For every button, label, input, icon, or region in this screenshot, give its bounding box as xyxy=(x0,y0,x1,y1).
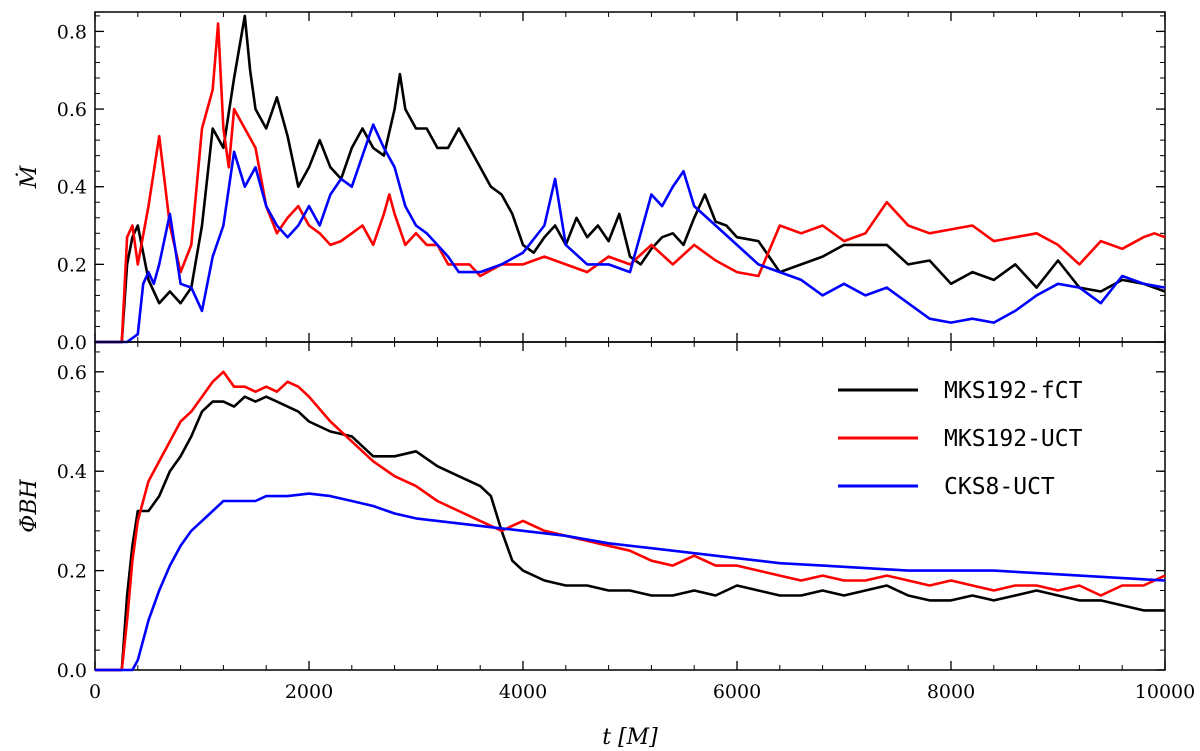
series-line xyxy=(95,22,1166,344)
legend-item: MKS192-fCT xyxy=(838,378,1083,404)
legend-label: MKS192-UCT xyxy=(944,426,1083,452)
x-tick-label: 6000 xyxy=(713,681,761,703)
y-tick-label: 0.0 xyxy=(57,660,87,682)
series-line xyxy=(95,123,1166,344)
panel-mdot-series xyxy=(95,14,1166,344)
legend-item: CKS8-UCT xyxy=(838,474,1055,500)
series-line xyxy=(95,14,1166,344)
mdot-axis-label: Ṁ xyxy=(15,165,42,189)
time-axis-label: t [M] xyxy=(602,725,658,750)
panel-mdot: 0.0 0.2 0.4 0.6 0.8 Ṁ xyxy=(15,11,1166,354)
x-tick-label: 8000 xyxy=(927,681,975,703)
series-line xyxy=(95,370,1166,672)
legend-label: MKS192-fCT xyxy=(944,378,1083,404)
flux-axis-label: ΦBH xyxy=(17,478,42,532)
y-tick-label: 0.8 xyxy=(57,21,87,43)
x-tick-label: 4000 xyxy=(499,681,547,703)
series-line xyxy=(95,395,1165,672)
panel-flux-frame xyxy=(94,341,1166,671)
x-tick-label: 10000 xyxy=(1135,681,1195,703)
y-tick-label: 0.6 xyxy=(57,99,87,121)
panel-flux-series xyxy=(95,370,1166,672)
panel-flux-ticks: 0 2000 4000 6000 8000 10000 0.0 0.2 0.4 0.6 xyxy=(57,342,1195,703)
x-tick-label: 2000 xyxy=(285,681,333,703)
panel-flux: 0 2000 4000 6000 8000 10000 0.0 0.2 0.4 0.6 ΦBH t… xyxy=(17,341,1195,750)
legend: MKS192-fCT MKS192-UCT CKS8-UCT xyxy=(838,378,1083,500)
legend-item: MKS192-UCT xyxy=(838,426,1083,452)
x-tick-label: 0 xyxy=(89,681,101,703)
panel-mdot-ticks: 0.0 0.2 0.4 0.6 0.8 xyxy=(57,12,1166,354)
y-tick-label: 0.0 xyxy=(57,332,87,354)
y-tick-label: 0.2 xyxy=(57,561,87,583)
panel-mdot-frame xyxy=(94,11,1166,343)
y-tick-label: 0.6 xyxy=(57,362,87,384)
y-tick-label: 0.4 xyxy=(57,461,87,483)
y-tick-label: 0.4 xyxy=(57,177,87,199)
legend-label: CKS8-UCT xyxy=(944,474,1055,500)
y-tick-label: 0.2 xyxy=(57,254,87,276)
series-line xyxy=(95,492,1166,672)
